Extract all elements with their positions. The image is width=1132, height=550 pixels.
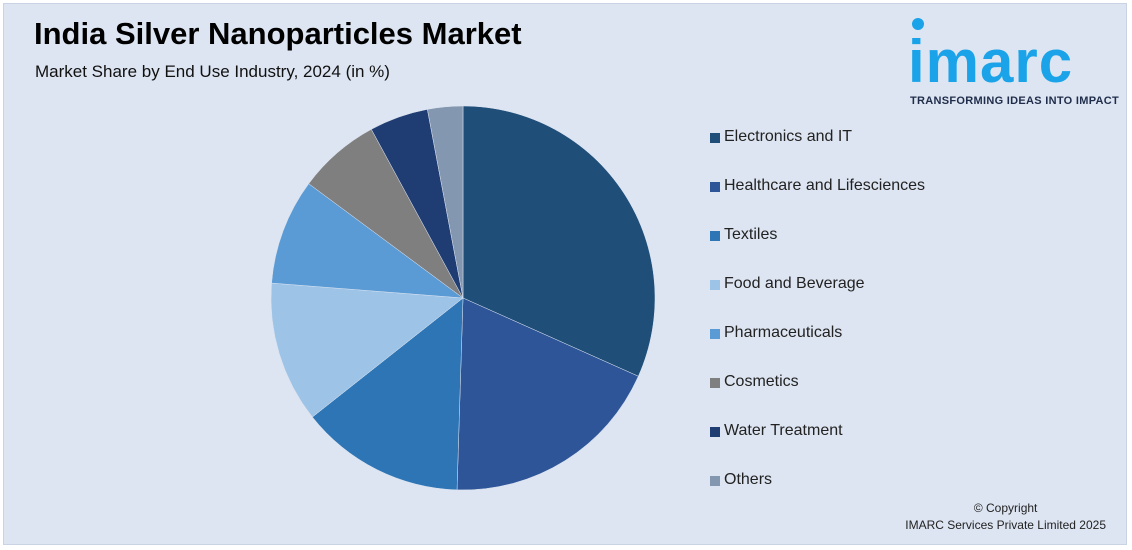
chart-subtitle: Market Share by End Use Industry, 2024 (… — [35, 62, 390, 81]
pie-slice-pharmaceuticals — [271, 183, 464, 299]
logo-tagline: TRANSFORMING IDEAS INTO IMPACT — [910, 95, 1120, 107]
legend-label: Food and Beverage — [724, 275, 865, 292]
legend-swatch — [710, 329, 720, 339]
legend-swatch — [710, 378, 720, 388]
legend-swatch — [710, 182, 720, 192]
legend-swatch — [710, 133, 720, 143]
pie-slice-electronics-and-it — [462, 105, 656, 377]
logo-wordmark: imarc — [908, 28, 1074, 95]
legend-label: Others — [724, 471, 773, 488]
copyright-company: IMARC Services Private Limited 2025 — [905, 518, 1106, 532]
chart-frame: India Silver Nanoparticles Market Market… — [3, 3, 1127, 545]
pie-slice-healthcare-and-lifesciences — [456, 297, 639, 491]
legend-swatch — [710, 280, 720, 290]
copyright-notice: © Copyright IMARC Services Private Limit… — [905, 500, 1106, 534]
legend-label: Healthcare and Lifesciences — [724, 177, 926, 194]
legend-swatch — [710, 476, 720, 486]
legend-label: Water Treatment — [724, 422, 843, 439]
legend-label: Electronics and IT — [724, 128, 853, 145]
legend-label: Textiles — [724, 226, 778, 243]
logo-dot-icon — [912, 18, 924, 30]
legend-label: Cosmetics — [724, 373, 799, 390]
chart-title: India Silver Nanoparticles Market — [34, 16, 522, 51]
pie-slice-others — [427, 105, 464, 299]
legend-swatch — [710, 427, 720, 437]
imarc-logo: imarc TRANSFORMING IDEAS INTO IMPACT — [904, 16, 1124, 111]
pie-slice-textiles — [312, 297, 464, 491]
pie-slice-food-and-beverage — [270, 282, 464, 418]
pie-chart — [270, 105, 656, 491]
legend-label: Pharmaceuticals — [724, 324, 843, 341]
legend-swatch — [710, 231, 720, 241]
copyright-line: © Copyright — [973, 501, 1038, 515]
